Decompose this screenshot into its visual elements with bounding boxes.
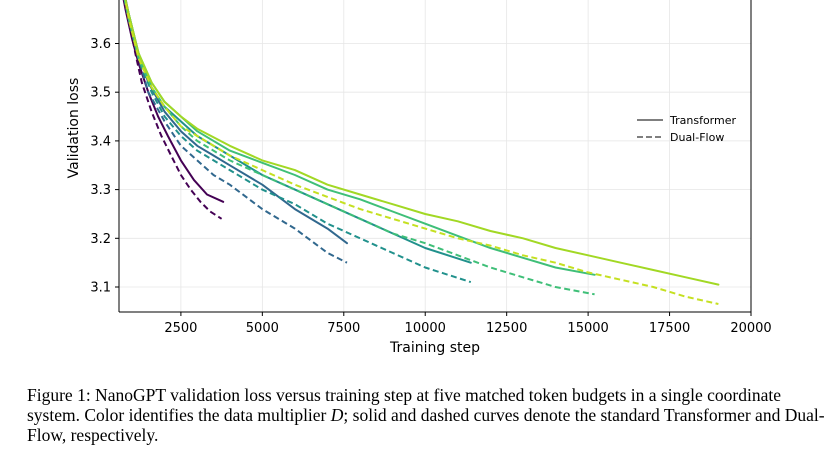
loss-chart: 2500 5000 7500 10000 12500 15000 17500 20000 3.… (66, 0, 772, 356)
x-tick-label: 5000 (246, 321, 279, 336)
y-tick-label: 3.2 (90, 232, 111, 247)
caption-symbol: D (330, 405, 344, 425)
x-tick-label: 7500 (327, 321, 360, 336)
series-line-dual-flow-9 (124, 0, 719, 305)
series-group (122, 0, 720, 305)
x-tick-label: 12500 (486, 321, 527, 336)
legend-label-transformer: Transformer (669, 114, 736, 127)
caption-tail: ; solid and dashed curves denote the sta… (27, 405, 825, 445)
y-tick-label: 3.5 (90, 86, 111, 101)
caption-lead: Figure 1: NanoGPT validation loss versus… (27, 385, 781, 425)
x-ticks: 2500 5000 7500 10000 12500 15000 17500 20000 (164, 312, 772, 336)
series-line-dual-flow-5 (123, 0, 472, 284)
y-tick-label: 3.3 (90, 183, 111, 198)
series-line-dual-flow-1 (124, 0, 223, 220)
y-tick-label: 3.6 (90, 37, 111, 52)
x-axis-label: Training step (389, 340, 480, 356)
series-line-transformer-8 (124, 0, 720, 286)
y-tick-label: 3.1 (90, 281, 111, 296)
y-axis-label: Validation loss (66, 78, 82, 179)
series-line-transformer-0 (122, 0, 225, 203)
y-tick-label: 3.7 (90, 0, 111, 3)
y-tick-label: 3.4 (90, 134, 111, 149)
x-tick-label: 2500 (164, 321, 197, 336)
axes (118, 0, 752, 313)
x-tick-label: 15000 (567, 321, 608, 336)
legend-label-dual-flow: Dual-Flow (670, 131, 724, 144)
x-tick-label: 20000 (730, 321, 771, 336)
x-tick-label: 10000 (405, 321, 446, 336)
legend: Transformer Dual-Flow (637, 114, 736, 144)
y-ticks: 3.1 3.2 3.3 3.4 3.5 3.6 3.7 (90, 0, 119, 296)
x-tick-label: 17500 (649, 321, 690, 336)
figure-caption: Figure 1: NanoGPT validation loss versus… (27, 385, 827, 445)
